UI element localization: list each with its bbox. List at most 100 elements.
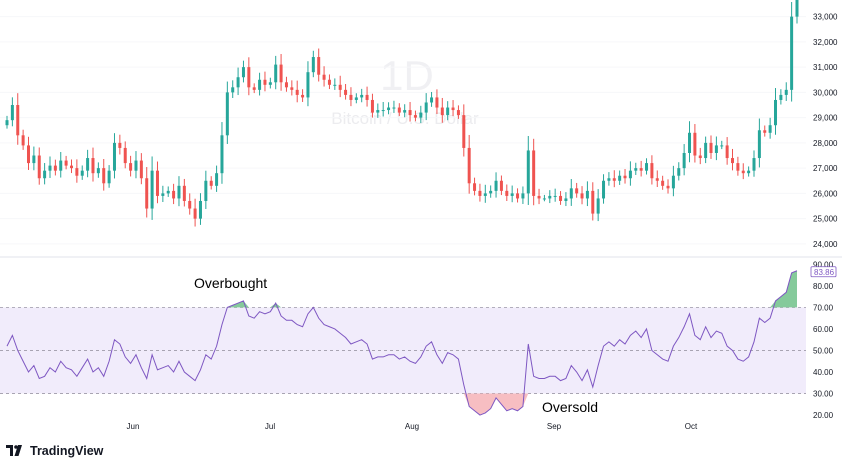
candle[interactable] [80, 165, 84, 180]
candle[interactable] [284, 76, 288, 92]
rsi-pane[interactable] [0, 270, 806, 416]
candle[interactable] [107, 165, 111, 188]
candle[interactable] [548, 190, 552, 204]
candle[interactable] [693, 124, 697, 163]
candle[interactable] [537, 188, 541, 205]
candle[interactable] [757, 118, 761, 168]
candle[interactable] [381, 101, 385, 117]
candle[interactable] [747, 166, 751, 177]
candle[interactable] [376, 103, 380, 118]
candle[interactable] [166, 186, 170, 197]
candle[interactable] [741, 163, 745, 180]
candle[interactable] [263, 71, 267, 92]
candle[interactable] [268, 77, 272, 89]
candle[interactable] [505, 184, 509, 202]
candle[interactable] [591, 182, 595, 221]
candle[interactable] [688, 121, 692, 163]
candle[interactable] [435, 89, 439, 114]
candle[interactable] [354, 93, 358, 104]
candle[interactable] [306, 61, 310, 107]
candle[interactable] [510, 185, 514, 203]
candle[interactable] [655, 170, 659, 188]
candle[interactable] [456, 105, 460, 119]
candle[interactable] [188, 193, 192, 215]
candle[interactable] [112, 133, 116, 179]
candle[interactable] [392, 100, 396, 113]
candle[interactable] [419, 105, 423, 124]
candle[interactable] [43, 163, 47, 185]
candle[interactable] [628, 161, 632, 186]
candle[interactable] [424, 93, 428, 121]
rsi-line[interactable] [6, 270, 798, 416]
candle[interactable] [204, 170, 208, 210]
candle[interactable] [322, 66, 326, 87]
candle[interactable] [274, 55, 278, 90]
tradingview-branding[interactable]: TradingView [6, 444, 103, 458]
candle[interactable] [59, 151, 63, 178]
candle[interactable] [763, 125, 767, 137]
candle[interactable] [403, 104, 407, 118]
candle[interactable] [37, 147, 41, 185]
candle[interactable] [365, 86, 369, 107]
candle[interactable] [21, 129, 25, 150]
candle[interactable] [48, 156, 52, 178]
candle[interactable] [177, 176, 181, 207]
candle[interactable] [698, 147, 702, 165]
candle[interactable] [569, 179, 573, 206]
candle[interactable] [661, 175, 665, 190]
candle[interactable] [209, 176, 213, 190]
candle[interactable] [317, 48, 321, 82]
candle[interactable] [553, 188, 557, 202]
candle[interactable] [725, 137, 729, 165]
candle[interactable] [650, 155, 654, 185]
candle[interactable] [301, 89, 305, 102]
candle[interactable] [499, 175, 503, 196]
candle[interactable] [349, 87, 353, 107]
candle[interactable] [150, 156, 154, 220]
candle[interactable] [575, 182, 579, 198]
candle[interactable] [736, 156, 740, 176]
candle[interactable] [86, 149, 90, 178]
candle[interactable] [26, 136, 30, 170]
candle[interactable] [612, 170, 616, 188]
candle[interactable] [69, 159, 73, 174]
candle[interactable] [790, 2, 794, 102]
candle[interactable] [473, 177, 477, 196]
candle[interactable] [155, 161, 159, 204]
candle[interactable] [258, 72, 262, 96]
candle[interactable] [774, 88, 778, 135]
candle[interactable] [247, 57, 251, 96]
candle[interactable] [279, 54, 283, 91]
candle[interactable] [704, 136, 708, 164]
candle[interactable] [370, 93, 374, 118]
candle[interactable] [768, 117, 772, 139]
candle[interactable] [784, 82, 788, 101]
candle[interactable] [430, 91, 434, 107]
candle[interactable] [145, 167, 149, 218]
candle[interactable] [129, 155, 133, 177]
candle[interactable] [516, 188, 520, 203]
candle[interactable] [607, 172, 611, 186]
candle[interactable] [198, 193, 202, 225]
candle[interactable] [795, 0, 799, 24]
candle[interactable] [53, 159, 57, 176]
candle[interactable] [580, 186, 584, 205]
candle[interactable] [634, 162, 638, 175]
candle[interactable] [752, 150, 756, 177]
candle[interactable] [215, 165, 219, 192]
candle[interactable] [327, 74, 331, 90]
candle[interactable] [134, 151, 138, 179]
candle[interactable] [236, 67, 240, 96]
candle[interactable] [526, 135, 530, 205]
candle[interactable] [193, 198, 197, 227]
candle[interactable] [671, 165, 675, 197]
candle[interactable] [397, 103, 401, 117]
candle[interactable] [161, 185, 165, 202]
candle[interactable] [295, 80, 299, 103]
candle[interactable] [338, 75, 342, 98]
candle[interactable] [451, 100, 455, 117]
candle[interactable] [290, 80, 294, 96]
candle[interactable] [682, 144, 686, 176]
candle[interactable] [139, 153, 143, 185]
candle[interactable] [344, 84, 348, 100]
